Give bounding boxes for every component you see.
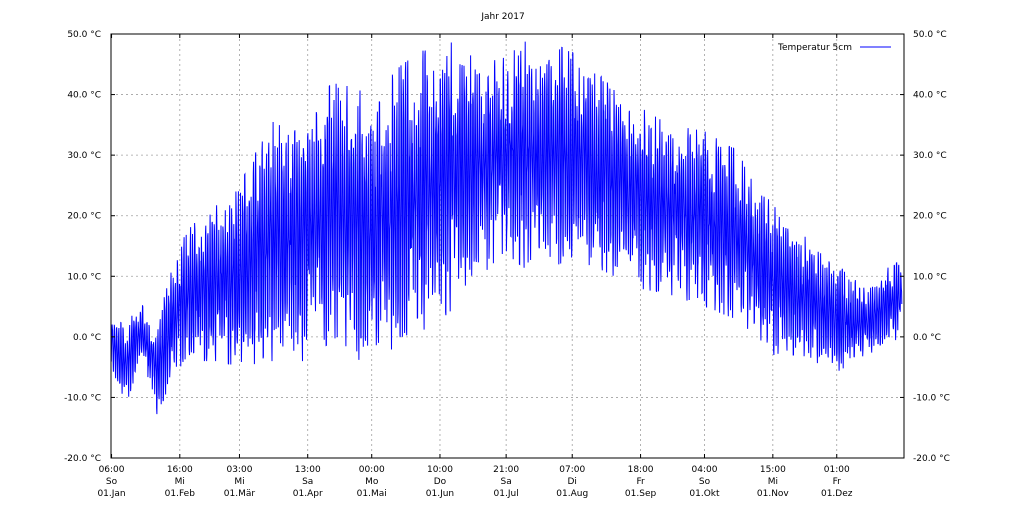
y-tick-label: 0.0 °C [73,333,101,343]
x-tick-label: 01.Nov [757,489,790,499]
x-tick-time: 06:00 [99,465,125,475]
y-tick-label-right: 40.0 °C [913,91,947,101]
x-tick-weekday: Do [434,477,447,487]
x-tick-label: 01.Aug [556,489,588,499]
x-tick-weekday: Mi [768,477,778,487]
x-tick-time: 18:00 [628,465,654,475]
x-tick-label: 01.Jan [97,489,125,499]
y-tick-label: 50.0 °C [67,30,101,40]
x-axis: 06:00 So 01.Jan 16:00 Mi 01.Feb 03:00 Mi 01.Mär 1… [97,34,853,499]
x-tick-weekday: Di [568,477,577,487]
x-tick-label: 01.Feb [165,489,196,499]
x-tick-time: 01:00 [824,465,850,475]
x-tick-label: 01.Sep [625,489,657,499]
y-tick-label: -10.0 °C [64,393,101,403]
y-tick-label: -20.0 °C [64,454,101,464]
chart-title: Jahr 2017 [480,12,524,22]
x-tick-time: 21:00 [493,465,519,475]
x-tick-time: 00:00 [359,465,385,475]
x-tick-time: 16:00 [167,465,193,475]
x-tick-time: 07:00 [559,465,585,475]
x-tick-weekday: Mi [175,477,185,487]
x-tick-label: 01.Okt [689,489,720,499]
plot-frame [110,33,905,459]
x-tick-time: 15:00 [760,465,786,475]
y-tick-label: 30.0 °C [67,151,101,161]
x-tick-weekday: Sa [302,477,313,487]
y-tick-label-right: 0.0 °C [913,333,941,343]
x-tick-weekday: Mo [365,477,379,487]
y-tick-label: 10.0 °C [67,272,101,282]
y-tick-label: 20.0 °C [67,212,101,222]
x-tick-label: 01.Jun [426,489,454,499]
y-axis: -20.0 °C -20.0 °C -10.0 °C -10.0 °C 0.0 °C 0.… [64,30,950,464]
y-tick-label-right: -20.0 °C [913,454,950,464]
x-tick-label: 01.Mär [224,489,256,499]
y-tick-label-right: 50.0 °C [913,30,947,40]
legend: Temperatur 5cm [777,43,891,53]
y-tick-label-right: -10.0 °C [913,393,950,403]
x-tick-time: 04:00 [692,465,718,475]
x-tick-weekday: So [106,477,118,487]
y-tick-label-right: 10.0 °C [913,272,947,282]
y-tick-label: 40.0 °C [67,91,101,101]
x-tick-weekday: Mi [234,477,244,487]
series-line-temperatur-5cm [110,41,903,415]
y-tick-label-right: 30.0 °C [913,151,947,161]
x-tick-label: 01.Apr [293,489,323,499]
x-tick-time: 10:00 [427,465,453,475]
legend-label-temperatur-5cm: Temperatur 5cm [777,43,852,53]
y-tick-label-right: 20.0 °C [913,212,947,222]
x-tick-weekday: Fr [636,477,645,487]
x-tick-label: 01.Jul [494,489,519,499]
x-tick-time: 03:00 [226,465,252,475]
x-tick-weekday: Sa [501,477,512,487]
x-tick-weekday: Fr [833,477,842,487]
x-tick-label: 01.Mai [357,489,387,499]
x-tick-time: 13:00 [295,465,321,475]
x-tick-label: 01.Dez [821,489,853,499]
series-layer [110,41,903,415]
x-tick-weekday: So [699,477,711,487]
